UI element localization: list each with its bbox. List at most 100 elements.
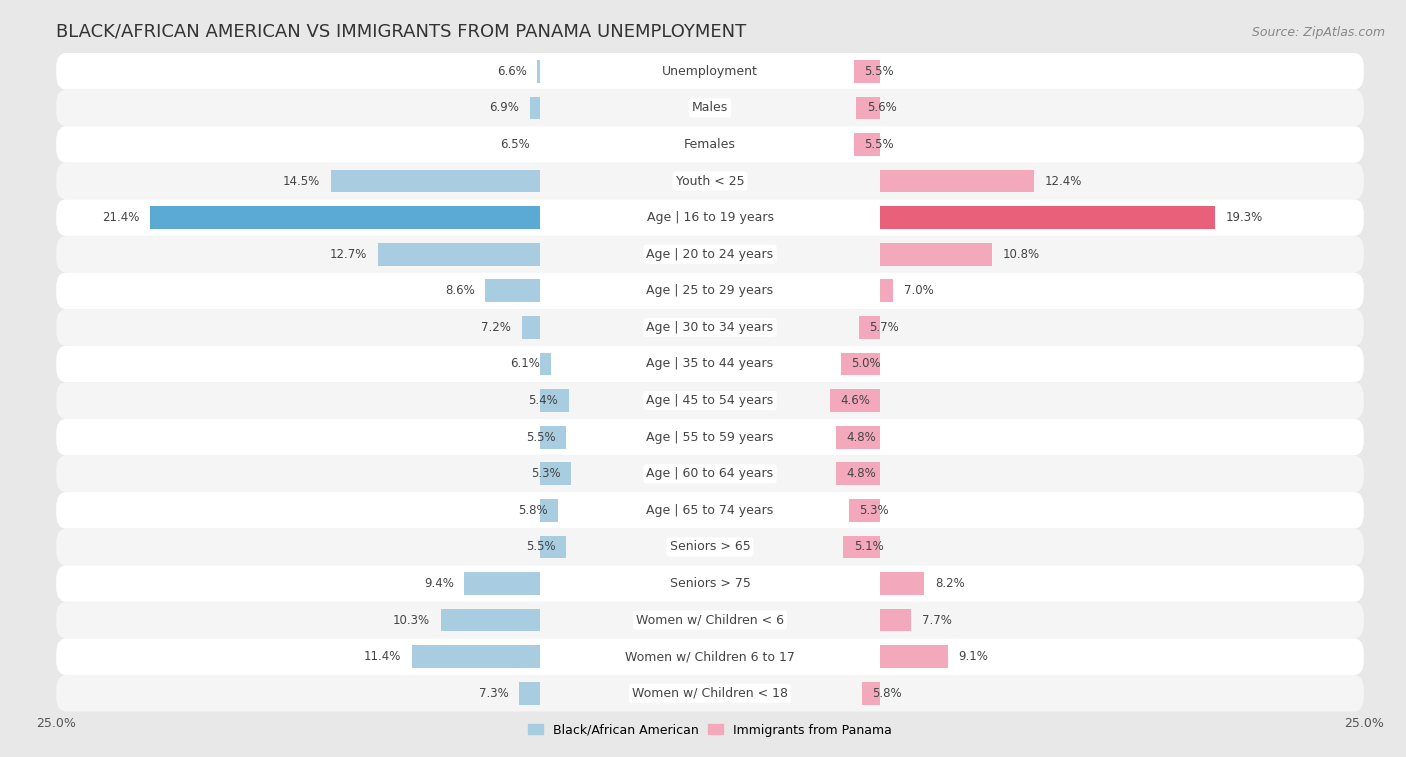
Text: Females: Females (685, 138, 735, 151)
FancyBboxPatch shape (56, 602, 1364, 638)
Bar (862, 682, 880, 705)
Text: 5.5%: 5.5% (526, 540, 555, 553)
Bar (485, 279, 540, 302)
Text: Seniors > 75: Seniors > 75 (669, 577, 751, 590)
Text: 9.1%: 9.1% (959, 650, 988, 663)
Bar (540, 389, 569, 412)
Text: 5.0%: 5.0% (851, 357, 882, 370)
Text: 5.8%: 5.8% (519, 504, 548, 517)
Text: 7.3%: 7.3% (479, 687, 509, 699)
Text: 8.2%: 8.2% (935, 577, 965, 590)
Bar (880, 572, 925, 595)
Text: Age | 55 to 59 years: Age | 55 to 59 years (647, 431, 773, 444)
Bar (880, 170, 1035, 192)
Text: 5.7%: 5.7% (869, 321, 900, 334)
Bar (853, 133, 880, 156)
Text: 4.8%: 4.8% (846, 431, 876, 444)
Text: 4.6%: 4.6% (841, 394, 870, 407)
Text: BLACK/AFRICAN AMERICAN VS IMMIGRANTS FROM PANAMA UNEMPLOYMENT: BLACK/AFRICAN AMERICAN VS IMMIGRANTS FRO… (56, 22, 747, 40)
Text: 5.3%: 5.3% (859, 504, 889, 517)
Text: 6.5%: 6.5% (501, 138, 530, 151)
FancyBboxPatch shape (56, 346, 1364, 382)
Text: 12.7%: 12.7% (330, 248, 367, 260)
Text: 11.4%: 11.4% (364, 650, 402, 663)
FancyBboxPatch shape (56, 492, 1364, 528)
Text: 4.8%: 4.8% (846, 467, 876, 480)
Text: 5.8%: 5.8% (872, 687, 901, 699)
Bar (856, 97, 880, 119)
Text: Age | 60 to 64 years: Age | 60 to 64 years (647, 467, 773, 480)
Text: 5.5%: 5.5% (865, 65, 894, 78)
Text: 5.1%: 5.1% (853, 540, 883, 553)
Text: 12.4%: 12.4% (1045, 175, 1083, 188)
Bar (440, 609, 540, 631)
Bar (859, 316, 880, 338)
Text: 7.0%: 7.0% (904, 285, 934, 298)
Bar (831, 389, 880, 412)
Text: 10.3%: 10.3% (394, 614, 430, 627)
Bar (412, 646, 540, 668)
Legend: Black/African American, Immigrants from Panama: Black/African American, Immigrants from … (523, 718, 897, 742)
Text: 21.4%: 21.4% (103, 211, 141, 224)
Text: 5.3%: 5.3% (531, 467, 561, 480)
Text: 6.6%: 6.6% (498, 65, 527, 78)
Bar (540, 463, 571, 485)
Text: 8.6%: 8.6% (444, 285, 475, 298)
Text: 7.7%: 7.7% (922, 614, 952, 627)
Bar (150, 207, 540, 229)
Bar (522, 316, 540, 338)
Text: 6.9%: 6.9% (489, 101, 519, 114)
Text: Age | 25 to 29 years: Age | 25 to 29 years (647, 285, 773, 298)
Text: 6.1%: 6.1% (510, 357, 540, 370)
Bar (844, 536, 880, 558)
Bar (540, 499, 558, 522)
Text: Age | 45 to 54 years: Age | 45 to 54 years (647, 394, 773, 407)
Bar (330, 170, 540, 192)
Text: Women w/ Children < 18: Women w/ Children < 18 (633, 687, 787, 699)
Text: Age | 16 to 19 years: Age | 16 to 19 years (647, 211, 773, 224)
FancyBboxPatch shape (56, 89, 1364, 126)
Bar (540, 353, 551, 375)
Text: Age | 35 to 44 years: Age | 35 to 44 years (647, 357, 773, 370)
FancyBboxPatch shape (56, 309, 1364, 346)
FancyBboxPatch shape (56, 638, 1364, 675)
Text: 7.2%: 7.2% (481, 321, 512, 334)
Bar (853, 60, 880, 83)
Bar (540, 426, 567, 448)
Bar (849, 499, 880, 522)
Text: 5.5%: 5.5% (526, 431, 555, 444)
Text: Age | 20 to 24 years: Age | 20 to 24 years (647, 248, 773, 260)
FancyBboxPatch shape (56, 126, 1364, 163)
Text: Age | 65 to 74 years: Age | 65 to 74 years (647, 504, 773, 517)
Bar (841, 353, 880, 375)
FancyBboxPatch shape (56, 236, 1364, 273)
Text: 9.4%: 9.4% (423, 577, 454, 590)
FancyBboxPatch shape (56, 382, 1364, 419)
FancyBboxPatch shape (56, 675, 1364, 712)
FancyBboxPatch shape (56, 565, 1364, 602)
Text: 5.4%: 5.4% (529, 394, 558, 407)
Text: Youth < 25: Youth < 25 (676, 175, 744, 188)
Text: 10.8%: 10.8% (1002, 248, 1040, 260)
Text: Males: Males (692, 101, 728, 114)
Bar (835, 426, 880, 448)
FancyBboxPatch shape (56, 456, 1364, 492)
FancyBboxPatch shape (56, 528, 1364, 565)
Text: Source: ZipAtlas.com: Source: ZipAtlas.com (1251, 26, 1385, 39)
FancyBboxPatch shape (56, 199, 1364, 236)
Text: Unemployment: Unemployment (662, 65, 758, 78)
Bar (835, 463, 880, 485)
Bar (880, 243, 993, 266)
Text: Women w/ Children < 6: Women w/ Children < 6 (636, 614, 785, 627)
Text: 19.3%: 19.3% (1225, 211, 1263, 224)
Text: 14.5%: 14.5% (283, 175, 321, 188)
Text: 5.6%: 5.6% (868, 101, 897, 114)
Bar (880, 279, 893, 302)
FancyBboxPatch shape (56, 419, 1364, 456)
Text: Women w/ Children 6 to 17: Women w/ Children 6 to 17 (626, 650, 794, 663)
FancyBboxPatch shape (56, 53, 1364, 89)
Bar (378, 243, 540, 266)
Bar (537, 60, 540, 83)
FancyBboxPatch shape (56, 273, 1364, 309)
Bar (540, 536, 567, 558)
